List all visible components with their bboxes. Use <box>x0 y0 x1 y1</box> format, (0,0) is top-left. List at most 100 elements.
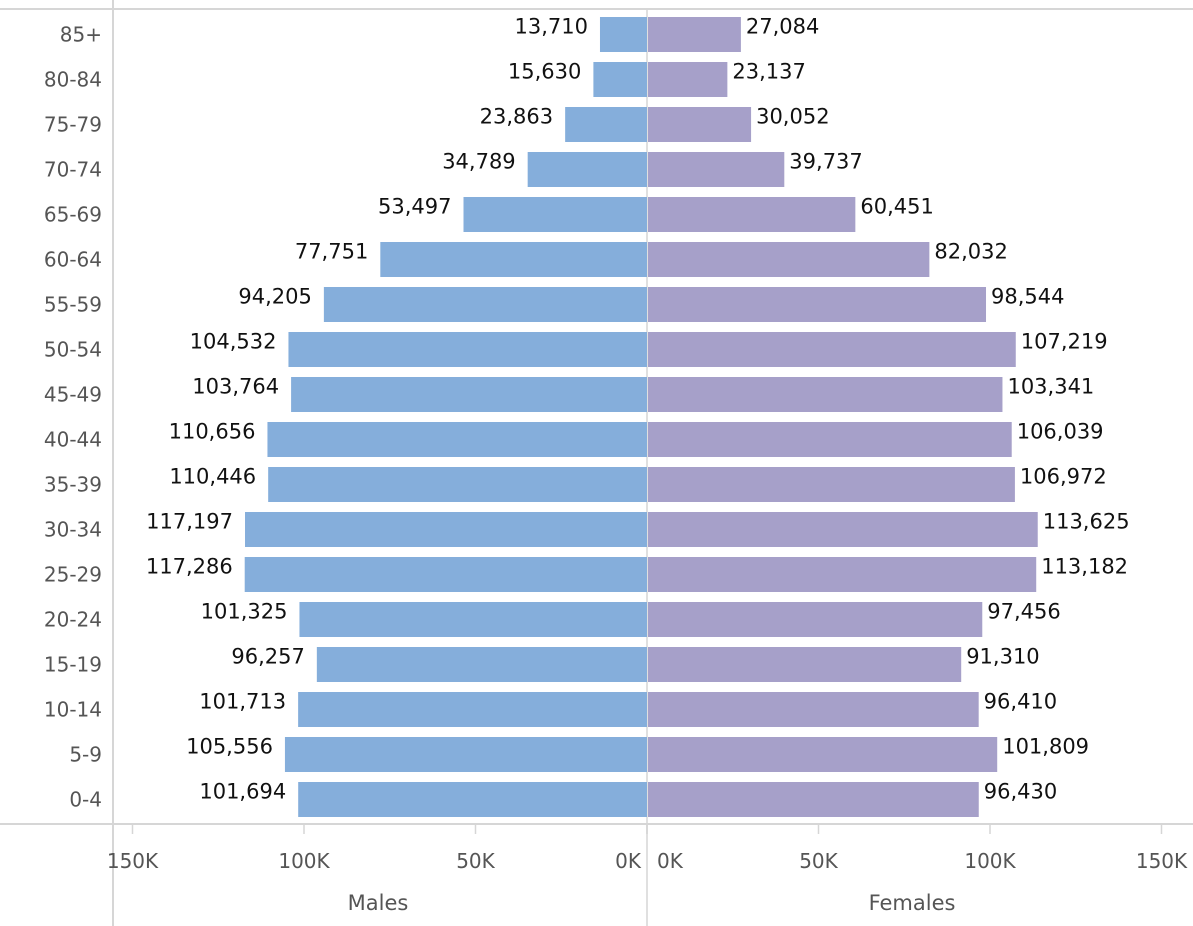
female-value-label: 23,137 <box>732 60 805 84</box>
category-label: 30-34 <box>44 518 102 542</box>
male-value-label: 34,789 <box>442 150 515 174</box>
male-bar <box>599 17 647 52</box>
male-value-label: 103,764 <box>192 375 279 399</box>
male-bar <box>593 62 647 97</box>
male-value-label: 13,710 <box>514 15 587 39</box>
male-value-label: 117,197 <box>146 510 233 534</box>
male-value-label: 96,257 <box>231 645 304 669</box>
female-value-label: 39,737 <box>789 150 862 174</box>
male-value-label: 105,556 <box>186 735 273 759</box>
male-axis-tick-label: 50K <box>456 849 495 873</box>
female-value-label: 82,032 <box>934 240 1007 264</box>
male-value-label: 23,863 <box>480 105 553 129</box>
female-bar <box>648 512 1038 547</box>
female-value-label: 101,809 <box>1002 735 1089 759</box>
category-label: 50-54 <box>44 338 102 362</box>
female-axis-tick-label: 50K <box>799 849 838 873</box>
category-label: 20-24 <box>44 608 102 632</box>
male-bar <box>323 287 647 322</box>
male-value-label: 77,751 <box>295 240 368 264</box>
male-bar <box>299 602 647 637</box>
male-bar <box>291 377 647 412</box>
female-bar <box>648 737 998 772</box>
female-bar <box>648 17 741 52</box>
category-label: 75-79 <box>44 113 102 137</box>
female-bar <box>648 692 979 727</box>
female-value-label: 113,182 <box>1041 555 1128 579</box>
female-value-label: 97,456 <box>987 600 1060 624</box>
female-bar <box>648 782 979 817</box>
category-label: 0-4 <box>69 788 102 812</box>
female-value-label: 30,052 <box>756 105 829 129</box>
labels-layer: 85+ 13,710 27,084 80-84 15,630 23,137 75-79 23,… <box>44 15 1130 812</box>
category-label: 40-44 <box>44 428 102 452</box>
male-value-label: 94,205 <box>238 285 311 309</box>
female-value-label: 96,410 <box>984 690 1057 714</box>
category-label: 35-39 <box>44 473 102 497</box>
category-label: 10-14 <box>44 698 102 722</box>
female-bar <box>648 467 1015 502</box>
category-label: 25-29 <box>44 563 102 587</box>
female-value-label: 107,219 <box>1021 330 1108 354</box>
male-value-label: 110,446 <box>169 465 256 489</box>
female-axis-tick-label: 100K <box>964 849 1016 873</box>
female-bar <box>648 197 856 232</box>
category-label: 45-49 <box>44 383 102 407</box>
male-bar <box>298 692 647 727</box>
male-axis-title: Males <box>348 891 409 915</box>
female-axis-tick-label: 0K <box>657 849 684 873</box>
male-bar <box>565 107 647 142</box>
female-value-label: 60,451 <box>860 195 933 219</box>
axes-layer: 150K 100K 50K 0K 0K 50K 100K 150K Males Females <box>107 824 1188 915</box>
male-bar <box>298 782 647 817</box>
female-bar <box>648 422 1012 457</box>
male-value-label: 101,325 <box>201 600 288 624</box>
male-bar <box>267 422 647 457</box>
female-value-label: 106,972 <box>1020 465 1107 489</box>
male-bar <box>463 197 647 232</box>
female-value-label: 91,310 <box>966 645 1039 669</box>
category-label: 70-74 <box>44 158 102 182</box>
female-value-label: 27,084 <box>746 15 819 39</box>
female-value-label: 103,341 <box>1007 375 1094 399</box>
male-value-label: 15,630 <box>508 60 581 84</box>
category-label: 55-59 <box>44 293 102 317</box>
female-bar <box>648 62 728 97</box>
category-label: 60-64 <box>44 248 102 272</box>
category-label: 15-19 <box>44 653 102 677</box>
female-value-label: 113,625 <box>1043 510 1130 534</box>
female-axis-tick-label: 150K <box>1136 849 1188 873</box>
female-axis-title: Females <box>869 891 956 915</box>
female-bar <box>648 287 987 322</box>
category-label: 5-9 <box>69 743 102 767</box>
category-label: 65-69 <box>44 203 102 227</box>
female-bar <box>648 242 930 277</box>
male-value-label: 101,694 <box>199 780 286 804</box>
male-value-label: 101,713 <box>199 690 286 714</box>
category-label: 85+ <box>60 23 102 47</box>
female-value-label: 96,430 <box>984 780 1057 804</box>
male-value-label: 104,532 <box>190 330 277 354</box>
male-value-label: 53,497 <box>378 195 451 219</box>
male-bar <box>244 557 647 592</box>
female-bar <box>648 377 1003 412</box>
bars-layer <box>244 17 1038 817</box>
female-bar <box>648 152 785 187</box>
male-axis-tick-label: 100K <box>278 849 330 873</box>
female-bar <box>648 602 983 637</box>
male-bar <box>316 647 647 682</box>
male-bar <box>288 332 647 367</box>
male-axis-tick-label: 150K <box>107 849 159 873</box>
male-bar <box>527 152 647 187</box>
male-axis-tick-label: 0K <box>615 849 642 873</box>
female-bar <box>648 332 1016 367</box>
female-value-label: 98,544 <box>991 285 1064 309</box>
female-bar <box>648 107 752 142</box>
female-value-label: 106,039 <box>1017 420 1104 444</box>
female-bar <box>648 647 962 682</box>
male-bar <box>268 467 647 502</box>
male-bar <box>245 512 648 547</box>
female-bar <box>648 557 1037 592</box>
male-value-label: 110,656 <box>169 420 256 444</box>
